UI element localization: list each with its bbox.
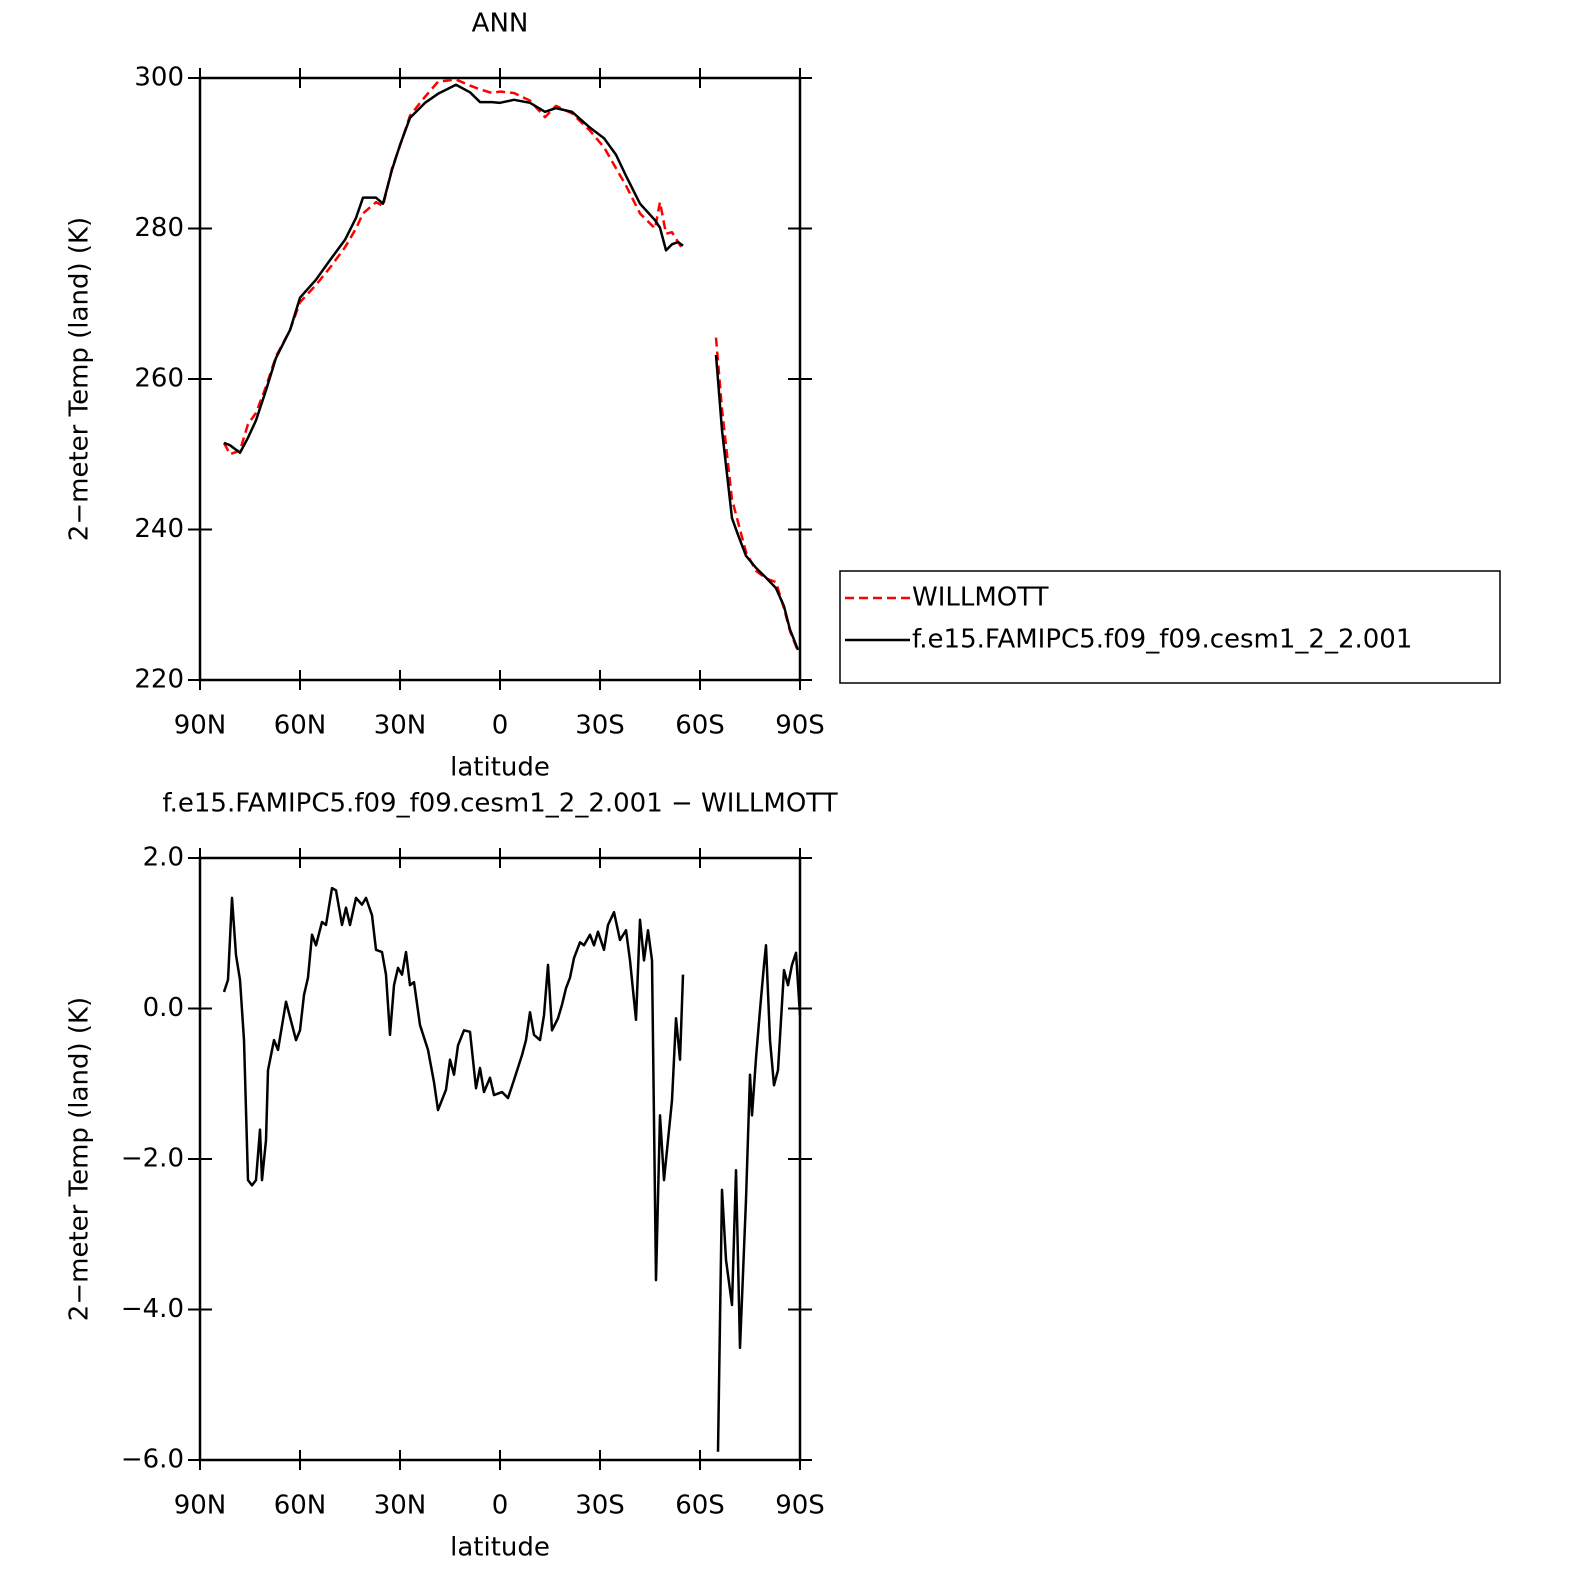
data-line xyxy=(222,78,800,652)
x-tick-label: 60S xyxy=(675,711,725,741)
y-tick-label: −2.0 xyxy=(121,1144,184,1174)
plot-frame xyxy=(198,76,802,682)
y-axis-label: 2−meter Temp (land) (K) xyxy=(65,217,95,541)
x-tick-label: 90S xyxy=(775,711,825,741)
legend-label: WILLMOTT xyxy=(912,583,1049,613)
x-tick-label: 90N xyxy=(174,1491,227,1521)
legend-box xyxy=(839,570,1501,684)
y-tick-label: 0.0 xyxy=(143,993,184,1023)
y-tick-label: −4.0 xyxy=(121,1294,184,1324)
x-tick-label: 30N xyxy=(374,1491,427,1521)
x-axis-label: latitude xyxy=(450,1533,550,1563)
x-tick-label: 30N xyxy=(374,711,427,741)
y-tick-label: −6.0 xyxy=(121,1445,184,1475)
x-tick-label: 90S xyxy=(775,1491,825,1521)
x-tick-label: 90N xyxy=(174,711,227,741)
x-tick-label: 60N xyxy=(274,711,327,741)
x-axis-label: latitude xyxy=(450,753,550,783)
y-tick-label: 2.0 xyxy=(143,843,184,873)
y-tick-label: 240 xyxy=(134,514,184,544)
data-line xyxy=(223,83,800,651)
x-tick-label: 0 xyxy=(492,711,509,741)
y-axis-label: 2−meter Temp (land) (K) xyxy=(65,997,95,1321)
y-tick-label: 220 xyxy=(134,665,184,695)
data-line xyxy=(222,886,802,1452)
x-tick-label: 30S xyxy=(575,711,625,741)
legend-label: f.e15.FAMIPC5.f09_f09.cesm1_2_2.001 xyxy=(912,625,1412,655)
plot-frame xyxy=(198,856,802,1462)
x-tick-label: 0 xyxy=(492,1491,509,1521)
x-tick-label: 60N xyxy=(274,1491,327,1521)
chart-title: f.e15.FAMIPC5.f09_f09.cesm1_2_2.001 − WI… xyxy=(162,789,837,819)
y-tick-label: 280 xyxy=(134,213,184,243)
y-tick-label: 260 xyxy=(134,364,184,394)
x-tick-label: 60S xyxy=(675,1491,725,1521)
x-tick-label: 30S xyxy=(575,1491,625,1521)
chart-title: ANN xyxy=(472,9,529,39)
y-tick-label: 300 xyxy=(134,63,184,93)
